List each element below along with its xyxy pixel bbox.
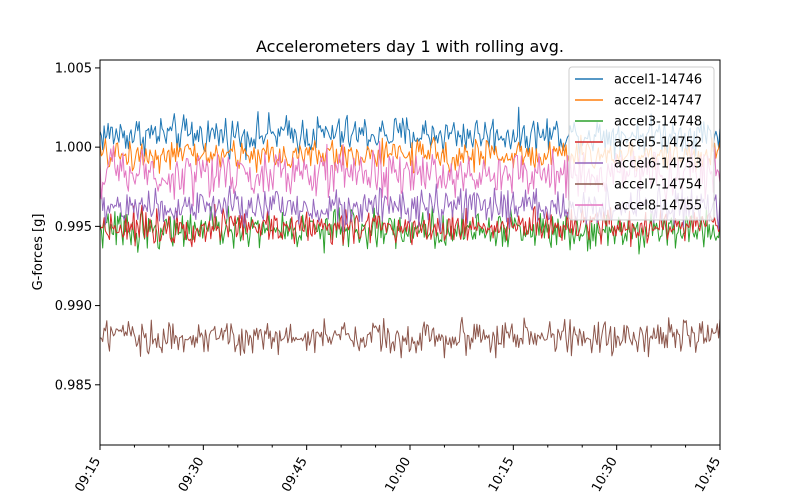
legend-label: accel6-14753 bbox=[614, 157, 702, 172]
legend-label: accel3-14748 bbox=[614, 115, 702, 130]
y-tick-label: 0.985 bbox=[55, 378, 92, 393]
x-tick-label: 10:00 bbox=[383, 455, 415, 495]
series-line-accel7-14754 bbox=[100, 316, 720, 359]
legend-label: accel2-14747 bbox=[614, 94, 702, 109]
y-axis: 1.005 1.000 0.995 0.990 0.985 bbox=[55, 61, 100, 393]
y-tick-label: 0.990 bbox=[55, 299, 92, 314]
legend: accel1-14746 accel2-14747 accel3-14748 acce… bbox=[568, 66, 715, 221]
legend-box bbox=[568, 66, 715, 221]
x-tick-label: 09:30 bbox=[176, 455, 208, 495]
x-tick-label: 10:45 bbox=[693, 455, 725, 495]
x-tick-label: 10:30 bbox=[589, 455, 621, 495]
y-tick-label: 1.000 bbox=[55, 141, 92, 156]
plot-area bbox=[100, 106, 720, 359]
legend-label: accel5-14752 bbox=[614, 136, 702, 151]
x-tick-label: 09:45 bbox=[279, 455, 311, 495]
y-tick-label: 0.995 bbox=[55, 220, 92, 235]
chart-title: Accelerometers day 1 with rolling avg. bbox=[256, 37, 564, 56]
legend-label: accel8-14755 bbox=[614, 199, 702, 214]
x-tick-label: 09:15 bbox=[73, 455, 105, 495]
x-tick-label: 10:15 bbox=[486, 455, 518, 495]
series-layer bbox=[100, 106, 720, 359]
y-axis-label: G-forces [g] bbox=[31, 214, 46, 291]
legend-label: accel1-14746 bbox=[614, 73, 702, 88]
y-tick-label: 1.005 bbox=[55, 61, 92, 76]
series-line-accel5-14752 bbox=[100, 204, 720, 248]
legend-label: accel7-14754 bbox=[614, 178, 702, 193]
x-axis: 09:15 09:30 09:45 10:00 10:15 10:30 10:45 bbox=[73, 445, 725, 495]
